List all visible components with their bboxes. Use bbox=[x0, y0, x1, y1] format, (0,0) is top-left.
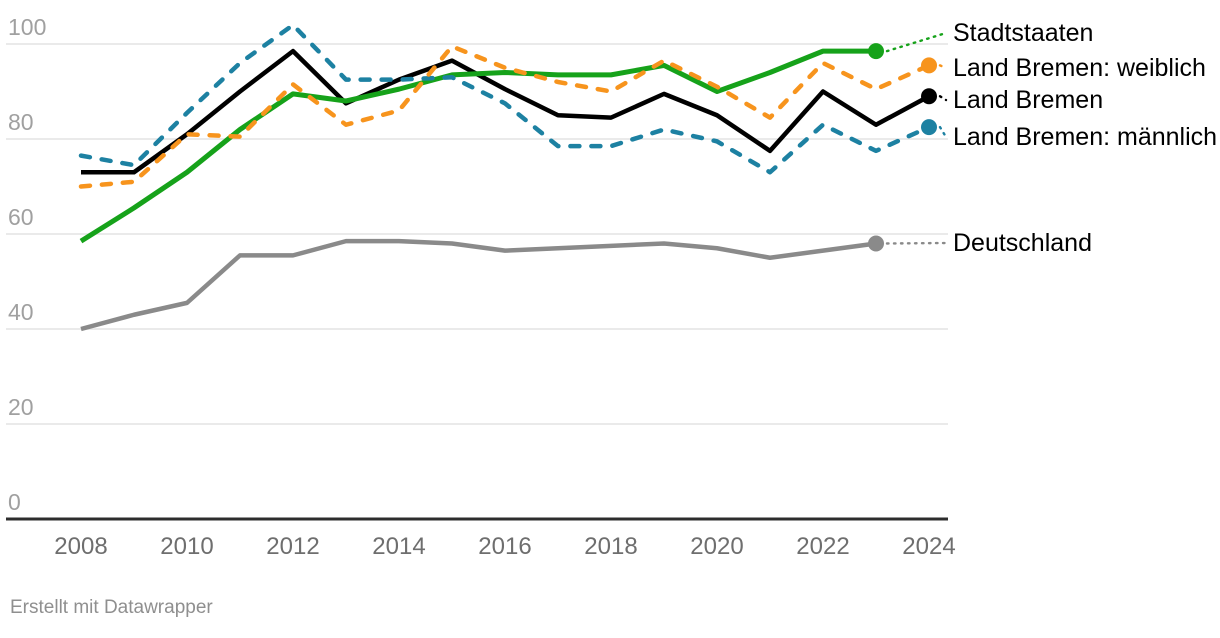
y-axis-tick-label: 80 bbox=[8, 109, 34, 135]
series-label-land-bremen-m-nnlich: Land Bremen: männlich bbox=[953, 123, 1217, 151]
x-axis-tick-label: 2012 bbox=[266, 533, 319, 560]
datawrapper-attribution-link[interactable]: Erstellt mit Datawrapper bbox=[10, 597, 213, 618]
x-axis-tick-label: 2018 bbox=[584, 533, 637, 560]
label-connector-stadtstaaten bbox=[885, 31, 948, 53]
series-line-stadtstaaten bbox=[79, 48, 876, 244]
series-label-land-bremen: Land Bremen bbox=[953, 86, 1103, 114]
y-axis-tick-label: 0 bbox=[8, 489, 21, 515]
x-axis-tick-label: 2010 bbox=[160, 533, 213, 560]
x-axis-tick-label: 2014 bbox=[372, 533, 425, 560]
series-line-land-bremen-weiblich bbox=[78, 44, 932, 189]
label-connector-deutschland bbox=[885, 241, 948, 245]
x-axis-tick-label: 2024 bbox=[902, 533, 955, 560]
x-axis-tick-label: 2008 bbox=[54, 533, 107, 560]
line-chart: 0 20 40 60 80 100 2008 2010 2012 2014 2016 2018 2020… bbox=[6, 14, 1217, 560]
x-axis-tick-label: 2016 bbox=[478, 533, 531, 560]
series-end-dot-land-bremen-m-nnlich bbox=[921, 119, 937, 136]
series-label-stadtstaaten: Stadtstaaten bbox=[953, 19, 1093, 47]
x-axis-tick-label: 2022 bbox=[796, 533, 849, 560]
label-connector-land-bremen-m-nnlich bbox=[938, 125, 948, 139]
series-end-dot-stadtstaaten bbox=[868, 43, 884, 60]
series-end-dot-deutschland bbox=[868, 235, 884, 252]
y-axis-tick-label: 20 bbox=[8, 394, 34, 420]
label-connector-land-bremen-weiblich bbox=[938, 64, 948, 70]
series-end-dot-land-bremen-weiblich bbox=[921, 57, 937, 74]
y-axis-tick-label: 100 bbox=[8, 14, 46, 40]
y-axis-tick-label: 60 bbox=[8, 204, 34, 230]
chart-canvas: 0 20 40 60 80 100 2008 2010 2012 2014 2016 2018 2020… bbox=[6, 14, 1217, 560]
series-label-deutschland: Deutschland bbox=[953, 229, 1092, 257]
series-line-deutschland bbox=[80, 238, 877, 332]
y-axis-tick-label: 40 bbox=[8, 299, 34, 325]
label-connector-land-bremen bbox=[938, 95, 948, 102]
series-line-land-bremen-m-nnlich bbox=[78, 22, 932, 175]
series-end-dot-land-bremen bbox=[921, 88, 937, 105]
series-label-land-bremen-weiblich: Land Bremen: weiblich bbox=[953, 54, 1206, 82]
series-line-land-bremen bbox=[81, 48, 931, 175]
x-axis-tick-label: 2020 bbox=[690, 533, 743, 560]
